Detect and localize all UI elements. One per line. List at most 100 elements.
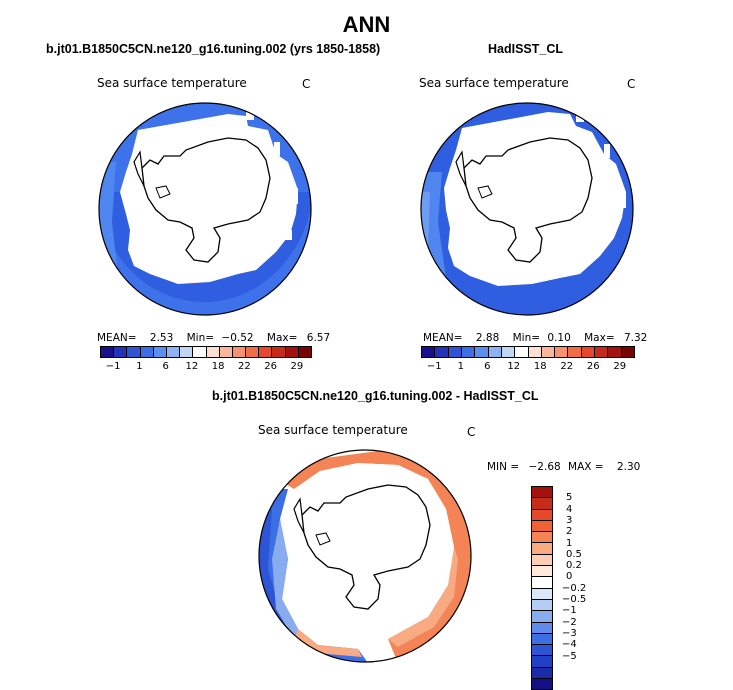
polar-map-difference [258, 449, 472, 663]
colorbar-tick-label: 1 [457, 361, 464, 372]
mean-value: 2.88 [475, 332, 500, 344]
colorbar-swatch [532, 645, 552, 657]
diff-panel-units: C [467, 425, 476, 439]
colorbar-level-label: 2 [566, 526, 573, 538]
mean-value: 2.53 [149, 332, 174, 344]
colorbar-tick-label: 6 [484, 361, 491, 372]
max-label: Max= [266, 332, 298, 344]
colorbar-swatch [595, 347, 609, 357]
colorbar-tick-label: 22 [560, 361, 574, 372]
colorbar-swatch [475, 347, 489, 357]
colorbar-swatch [461, 347, 476, 357]
colorbar-swatch [568, 347, 582, 357]
colorbar-level-label: 5 [566, 492, 573, 504]
colorbar-swatch [259, 347, 273, 357]
colorbar-tick-label: 18 [211, 361, 225, 372]
colorbar-swatch [515, 347, 529, 357]
colorbar-tick-label: 26 [264, 361, 277, 372]
colorbar-swatch [608, 347, 622, 357]
colorbar-swatch [532, 577, 552, 589]
colorbar-difference [531, 486, 553, 690]
colorbar-swatch [101, 347, 115, 357]
colorbar-swatch [532, 520, 552, 533]
colorbar-swatch [422, 347, 436, 357]
colorbar-swatch [219, 347, 233, 357]
panel-obs-field-label: Sea surface temperature [419, 76, 569, 90]
colorbar-tick-label: 29 [290, 361, 304, 372]
colorbar-level-label: −4 [562, 639, 577, 651]
page-title: ANN [342, 12, 391, 37]
diff-panel-stats: MIN = −2.68 MAX = 2.30 [487, 461, 640, 473]
colorbar-tick-label: 12 [185, 361, 199, 372]
colorbar-swatch [114, 347, 128, 357]
colorbar-level-label: 0 [566, 571, 573, 583]
colorbar-level-label: −3 [562, 627, 577, 639]
panel-obs-title: HadISST_CL [488, 42, 564, 56]
colorbar-swatch [532, 543, 552, 555]
diff-panel-field-label: Sea surface temperature [258, 423, 408, 437]
diff-panel-title: b.jt01.B1850C5CN.ne120_g16.tuning.002 - … [212, 389, 539, 403]
colorbar-level-label: 0.2 [566, 560, 582, 572]
panel-obs-units: C [627, 77, 636, 91]
panel-obs-stats: MEAN= 2.88 Min= 0.10 Max= 7.32 [423, 332, 647, 344]
panel-model-field-label: Sea surface temperature [97, 76, 247, 90]
min-value: −0.52 [221, 332, 254, 344]
colorbar-level-label: −0.2 [562, 582, 587, 594]
colorbar-swatch [232, 347, 247, 357]
panel-model-title: b.jt01.B1850C5CN.ne120_g16.tuning.002 (y… [46, 42, 381, 56]
colorbar-swatch [501, 347, 516, 357]
colorbar-swatch [206, 347, 220, 357]
colorbar-swatch [528, 347, 542, 357]
colorbar-swatch [532, 633, 552, 646]
colorbar-swatch [532, 566, 552, 578]
colorbar-level-label: 3 [566, 514, 573, 526]
colorbar-swatch [532, 667, 552, 680]
colorbar-swatch [166, 347, 181, 357]
panel-model-stats: MEAN= 2.53 Min= −0.52 Max= 6.57 [97, 332, 330, 344]
colorbar-swatch [555, 347, 569, 357]
colorbar-swatch [532, 656, 552, 668]
colorbar-swatch [532, 554, 552, 567]
max-value: 2.30 [616, 461, 641, 473]
colorbar-swatch [246, 347, 260, 357]
colorbar-obs [421, 346, 635, 358]
colorbar-swatch [581, 347, 596, 357]
max-label: Max= [584, 332, 615, 344]
colorbar-level-label: 4 [566, 503, 573, 515]
colorbar-swatch [448, 347, 462, 357]
colorbar-swatch [532, 588, 552, 600]
colorbar-swatch [193, 347, 207, 357]
colorbar-swatch [541, 347, 556, 357]
colorbar-swatch [127, 347, 141, 357]
polar-map-obs [420, 102, 634, 316]
panel-model-units: C [302, 77, 311, 91]
colorbar-swatch [532, 622, 552, 634]
colorbar-difference-labels: 5 4 3 2 1 0.5 0.2 0 −0.2 −0.5 −1 −2 −3 −4 −5 [562, 486, 602, 672]
max-value: 6.57 [306, 332, 331, 344]
colorbar-swatch [532, 599, 552, 612]
colorbar-tick-label: 12 [507, 361, 521, 372]
colorbar-model-ticks: −1 1 6 12 18 22 26 29 [100, 361, 310, 373]
colorbar-swatch [285, 347, 299, 357]
colorbar-swatch [298, 347, 311, 357]
colorbar-swatch [532, 532, 552, 544]
min-value: 0.10 [547, 332, 571, 344]
colorbar-level-label: −2 [562, 616, 577, 628]
colorbar-swatch [621, 347, 634, 357]
min-value: −2.68 [528, 461, 561, 473]
colorbar-tick-label: 18 [533, 361, 547, 372]
colorbar-swatch [180, 347, 194, 357]
colorbar-level-label: −0.5 [562, 594, 587, 605]
colorbar-swatch [532, 509, 552, 521]
mean-label: MEAN= [423, 332, 463, 344]
colorbar-obs-ticks: −1 1 6 12 18 22 26 29 [421, 361, 633, 373]
max-label: MAX = [568, 461, 604, 473]
mean-label: MEAN= [97, 332, 137, 344]
colorbar-level-label: −1 [562, 605, 577, 617]
colorbar-swatch [532, 498, 552, 510]
colorbar-swatch [140, 347, 154, 357]
colorbar-swatch [532, 611, 552, 623]
min-label: Min= [186, 332, 215, 344]
colorbar-swatch [532, 487, 552, 499]
min-label: MIN = [487, 461, 520, 473]
